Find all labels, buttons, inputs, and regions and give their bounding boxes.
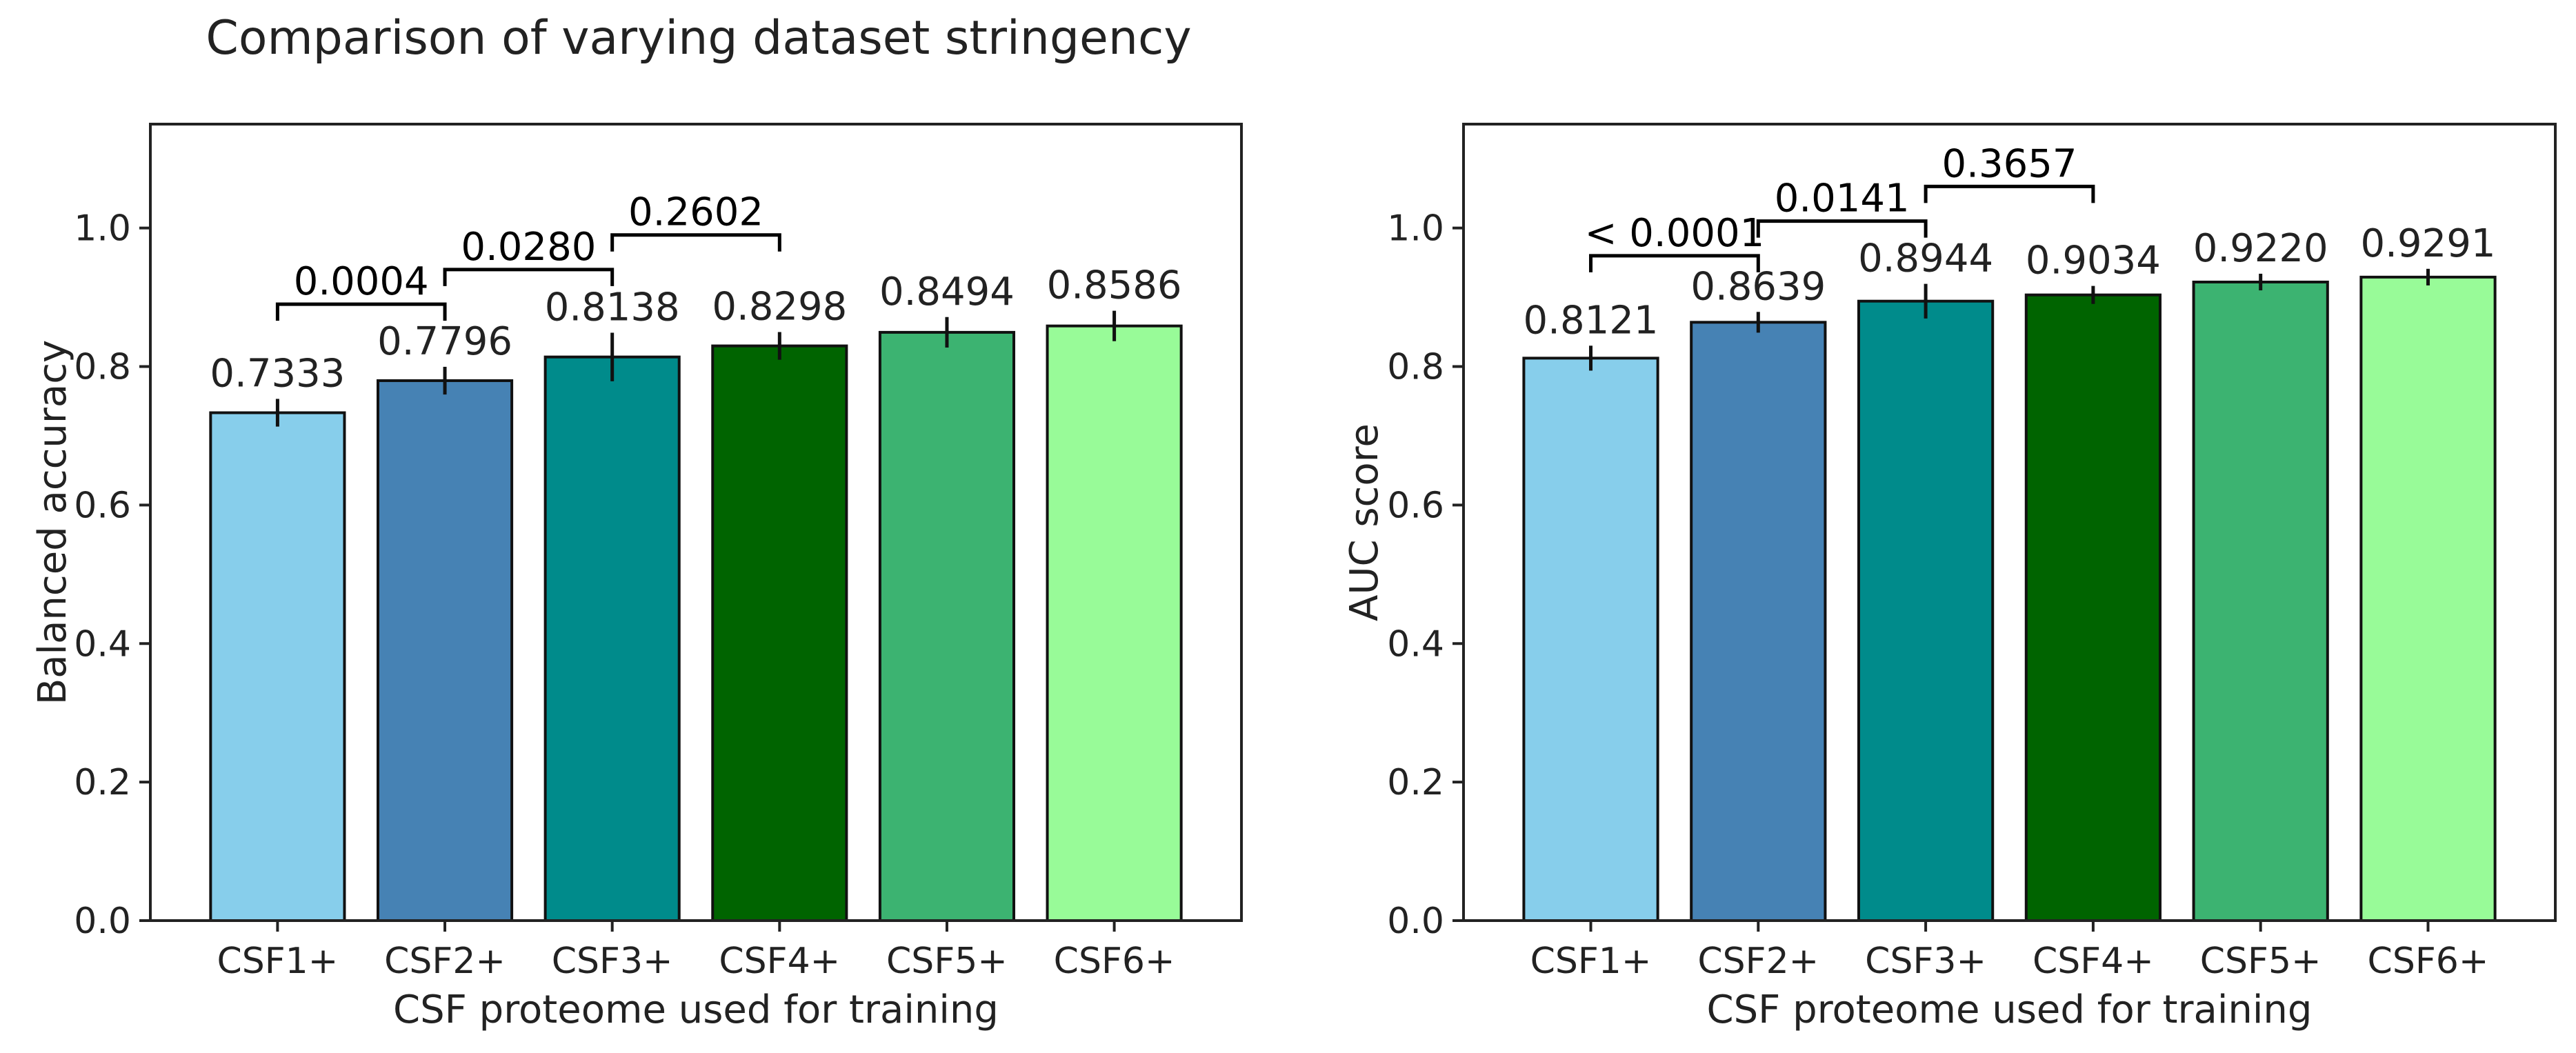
value-label: 0.8586 — [1047, 263, 1182, 308]
significance-bracket — [1924, 184, 2095, 203]
x-tick-label: CSF1+ — [217, 941, 338, 982]
value-label: 0.9291 — [2361, 221, 2496, 266]
significance-bracket — [275, 302, 447, 321]
bar-CSF6+ — [1046, 324, 1183, 923]
value-label: 0.7796 — [377, 319, 512, 364]
y-tick-label: 0.4 — [74, 623, 131, 665]
bar-CSF3+ — [1857, 299, 1995, 922]
p-value-label: 0.3657 — [1942, 141, 2077, 186]
value-label: 0.7333 — [210, 351, 345, 396]
x-tick-label: CSF6+ — [2368, 941, 2489, 982]
bar-CSF5+ — [2192, 280, 2329, 922]
y-tick-label: 0.0 — [74, 901, 131, 942]
x-tick-label: CSF3+ — [1865, 941, 1986, 982]
y-tick-label: 0.4 — [1387, 623, 1444, 665]
plot-frame — [149, 123, 1243, 922]
x-tick-label: CSF4+ — [719, 941, 840, 982]
value-label: 0.8494 — [879, 270, 1015, 314]
bar-CSF4+ — [711, 344, 848, 922]
p-value-label: 0.0280 — [461, 225, 596, 270]
x-tick-label: CSF1+ — [1530, 941, 1652, 982]
x-tick-label: CSF2+ — [1697, 941, 1819, 982]
x-tick-label: CSF5+ — [886, 941, 1008, 982]
bar-CSF1+ — [209, 411, 346, 922]
value-label: 0.9034 — [2026, 239, 2161, 283]
bar-CSF6+ — [2359, 275, 2497, 923]
x-tick-label: CSF6+ — [1054, 941, 1175, 982]
x-axis-label: CSF proteome used for training — [393, 987, 999, 1032]
figure-title: Comparison of varying dataset stringency — [206, 11, 1191, 66]
value-label: 0.8944 — [1858, 237, 1993, 281]
bar-CSF3+ — [543, 355, 681, 922]
significance-bracket — [610, 233, 781, 252]
x-tick-label: CSF3+ — [552, 941, 673, 982]
significance-bracket — [1756, 219, 1928, 238]
significance-bracket — [1589, 254, 1760, 272]
value-label: 0.8298 — [712, 285, 847, 330]
value-label: 0.8138 — [545, 285, 680, 330]
x-tick-label: CSF2+ — [384, 941, 506, 982]
y-tick-label: 0.8 — [74, 347, 131, 388]
significance-bracket — [443, 268, 615, 286]
y-axis-label: AUC score — [1342, 423, 1387, 621]
plot-frame — [1462, 123, 2557, 922]
y-tick-label: 0.2 — [74, 762, 131, 803]
bar-CSF4+ — [2024, 293, 2162, 922]
y-tick-label: 0.8 — [1387, 347, 1444, 388]
p-value-label: 0.2602 — [628, 190, 763, 235]
y-axis-label: Balanced accuracy — [30, 340, 75, 705]
y-tick-label: 0.0 — [1387, 901, 1444, 942]
p-value-label: 0.0141 — [1775, 177, 1910, 221]
y-tick-label: 1.0 — [1387, 208, 1444, 250]
y-tick-label: 0.6 — [1387, 485, 1444, 526]
x-tick-label: CSF5+ — [2200, 941, 2322, 982]
value-label: 0.9220 — [2193, 226, 2328, 271]
y-tick-label: 0.2 — [1387, 762, 1444, 803]
bar-CSF2+ — [1690, 321, 1827, 922]
x-tick-label: CSF4+ — [2033, 941, 2154, 982]
p-value-label: < 0.0001 — [1585, 211, 1765, 256]
p-value-label: 0.0004 — [294, 259, 429, 304]
x-axis-label: CSF proteome used for training — [1707, 987, 2313, 1032]
y-tick-label: 0.6 — [74, 485, 131, 526]
y-tick-label: 1.0 — [74, 208, 131, 250]
value-label: 0.8121 — [1524, 298, 1659, 343]
bar-CSF1+ — [1522, 357, 1659, 922]
bar-CSF2+ — [376, 379, 514, 922]
bar-CSF5+ — [878, 330, 1016, 922]
